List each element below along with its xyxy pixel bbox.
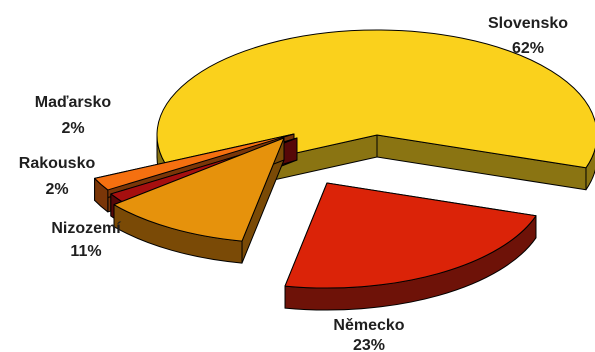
slice-nemecko-top [285,183,536,288]
slice-nemecko [285,183,536,310]
label-slovensko-value: 62% [512,40,544,57]
label-nizozemi-name: Nizozemí [51,220,121,237]
label-nemecko-name: Německo [333,317,404,334]
label-nemecko-value: 23% [353,337,385,352]
label-madarsko-name: Maďarsko [35,94,112,111]
label-rakousko-value: 2% [45,181,68,198]
label-nizozemi-value: 11% [70,243,101,260]
label-madarsko-value: 2% [61,120,84,137]
pie-slices [95,30,595,310]
label-rakousko-name: Rakousko [19,155,96,172]
label-slovensko-name: Slovensko [488,15,568,32]
